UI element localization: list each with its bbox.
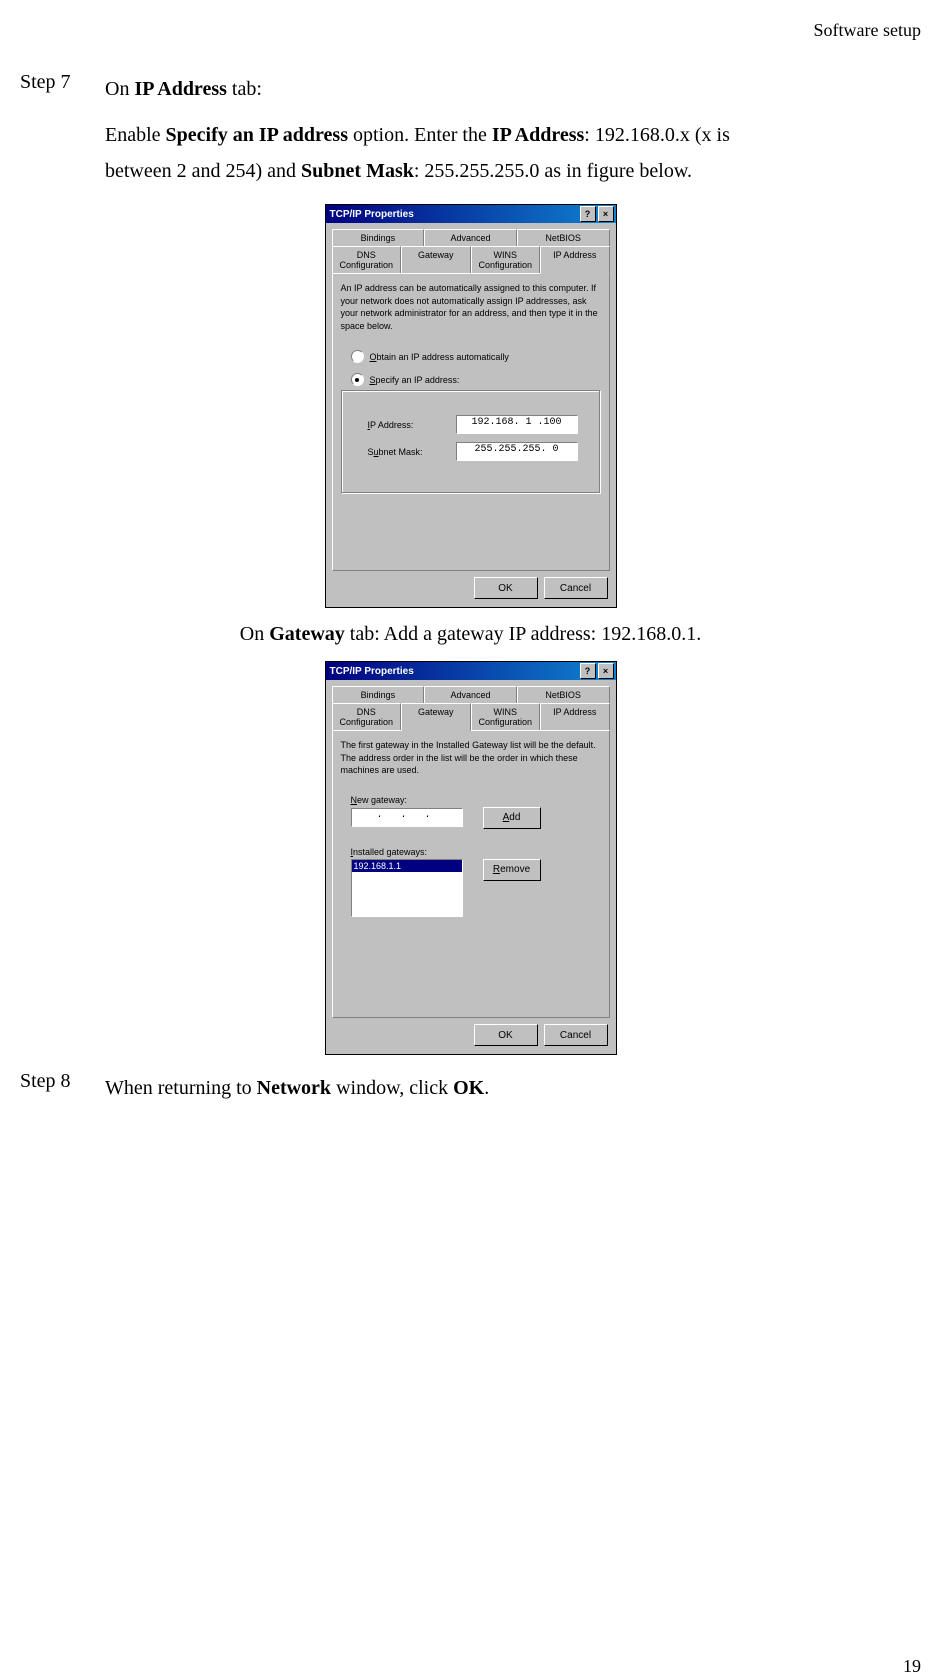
- radio-icon: [351, 350, 364, 363]
- step8-label: Step 8: [20, 1070, 105, 1093]
- add-button[interactable]: Add: [483, 807, 541, 829]
- radio-icon: [351, 373, 364, 386]
- tab-netbios[interactable]: NetBIOS: [517, 686, 610, 703]
- titlebar: TCP/IP Properties ? ×: [326, 662, 616, 680]
- txt: btain an IP address automatically: [377, 352, 509, 362]
- txt: : 192.168.0.x (x is: [584, 124, 730, 146]
- txt: : 255.255.255.0 as in figure below.: [414, 160, 692, 182]
- subnet-mask-label: Subnet Mask:: [368, 447, 438, 457]
- list-item[interactable]: 192.168.1.1: [352, 860, 462, 872]
- txt: option. Enter the: [348, 124, 492, 146]
- titlebar: TCP/IP Properties ? ×: [326, 205, 616, 223]
- ip-address-label: IP Address:: [368, 420, 438, 430]
- help-icon[interactable]: ?: [580, 206, 596, 222]
- step8-text: When returning to Network window, click …: [105, 1070, 489, 1106]
- tab-wins[interactable]: WINS Configuration: [471, 246, 541, 273]
- txt: Network: [257, 1077, 331, 1099]
- new-gateway-label: New gateway:: [351, 795, 601, 805]
- tab-content: An IP address can be automatically assig…: [332, 273, 610, 571]
- ok-button[interactable]: OK: [474, 1024, 538, 1046]
- txt: Gateway: [269, 623, 345, 645]
- tab-bindings[interactable]: Bindings: [332, 686, 425, 703]
- step7-line2: Enable Specify an IP address option. Ent…: [105, 117, 921, 153]
- txt: O: [370, 352, 377, 362]
- radio-obtain[interactable]: Obtain an IP address automatically: [351, 350, 601, 363]
- page-number: 19: [903, 1656, 921, 1677]
- txt: tab: Add a gateway IP address: 192.168.0…: [345, 623, 701, 645]
- tab-dns[interactable]: DNS Configuration: [332, 703, 402, 730]
- cancel-button[interactable]: Cancel: [544, 1024, 608, 1046]
- txt: IP Address: [134, 78, 226, 100]
- txt: tab:: [227, 78, 262, 100]
- tab-ipaddress[interactable]: IP Address: [540, 703, 610, 730]
- step7-line1: On IP Address tab:: [105, 71, 262, 107]
- ok-button[interactable]: OK: [474, 577, 538, 599]
- titlebar-text: TCP/IP Properties: [328, 666, 414, 677]
- tcpip-dialog-ipaddress: TCP/IP Properties ? × Bindings Advanced …: [325, 204, 617, 608]
- txt: When returning to: [105, 1077, 257, 1099]
- help-icon[interactable]: ?: [580, 663, 596, 679]
- step7-label: Step 7: [20, 71, 105, 94]
- tcpip-dialog-gateway: TCP/IP Properties ? × Bindings Advanced …: [325, 661, 617, 1055]
- txt: On: [240, 623, 269, 645]
- tab-gateway[interactable]: Gateway: [401, 246, 471, 273]
- tab-advanced[interactable]: Advanced: [424, 229, 517, 246]
- tab-advanced[interactable]: Advanced: [424, 686, 517, 703]
- installed-gateways-list[interactable]: 192.168.1.1: [351, 859, 463, 917]
- tab-ipaddress[interactable]: IP Address: [540, 246, 610, 274]
- txt: pecify an IP address:: [376, 375, 460, 385]
- txt: Specify an IP address: [166, 124, 348, 146]
- close-icon[interactable]: ×: [598, 206, 614, 222]
- gateway-caption: On Gateway tab: Add a gateway IP address…: [20, 623, 921, 646]
- titlebar-text: TCP/IP Properties: [328, 209, 414, 220]
- radio-specify[interactable]: Specify an IP address:: [351, 373, 601, 386]
- tab-wins[interactable]: WINS Configuration: [471, 703, 541, 730]
- txt: .: [484, 1077, 489, 1099]
- txt: On: [105, 78, 134, 100]
- help-text: The first gateway in the Installed Gatew…: [341, 739, 601, 777]
- tab-dns[interactable]: DNS Configuration: [332, 246, 402, 273]
- txt: OK: [453, 1077, 484, 1099]
- ip-groupbox: IP Address: 192.168. 1 .100 Subnet Mask:…: [341, 390, 601, 494]
- txt: IP Address: [492, 124, 584, 146]
- step7-line3: between 2 and 254) and Subnet Mask: 255.…: [105, 153, 921, 189]
- cancel-button[interactable]: Cancel: [544, 577, 608, 599]
- page-header: Software setup: [20, 20, 921, 41]
- tab-netbios[interactable]: NetBIOS: [517, 229, 610, 246]
- txt: between 2 and 254) and: [105, 160, 301, 182]
- subnet-mask-input[interactable]: 255.255.255. 0: [456, 442, 578, 461]
- txt: Subnet Mask: [301, 160, 414, 182]
- tab-bindings[interactable]: Bindings: [332, 229, 425, 246]
- remove-button[interactable]: Remove: [483, 859, 541, 881]
- ip-address-input[interactable]: 192.168. 1 .100: [456, 415, 578, 434]
- tab-gateway[interactable]: Gateway: [401, 703, 471, 731]
- tab-content: The first gateway in the Installed Gatew…: [332, 730, 610, 1018]
- new-gateway-input[interactable]: . . .: [351, 808, 463, 827]
- help-text: An IP address can be automatically assig…: [341, 282, 601, 332]
- txt: window, click: [331, 1077, 453, 1099]
- close-icon[interactable]: ×: [598, 663, 614, 679]
- installed-gateways-label: Installed gateways:: [351, 847, 601, 857]
- txt: Enable: [105, 124, 166, 146]
